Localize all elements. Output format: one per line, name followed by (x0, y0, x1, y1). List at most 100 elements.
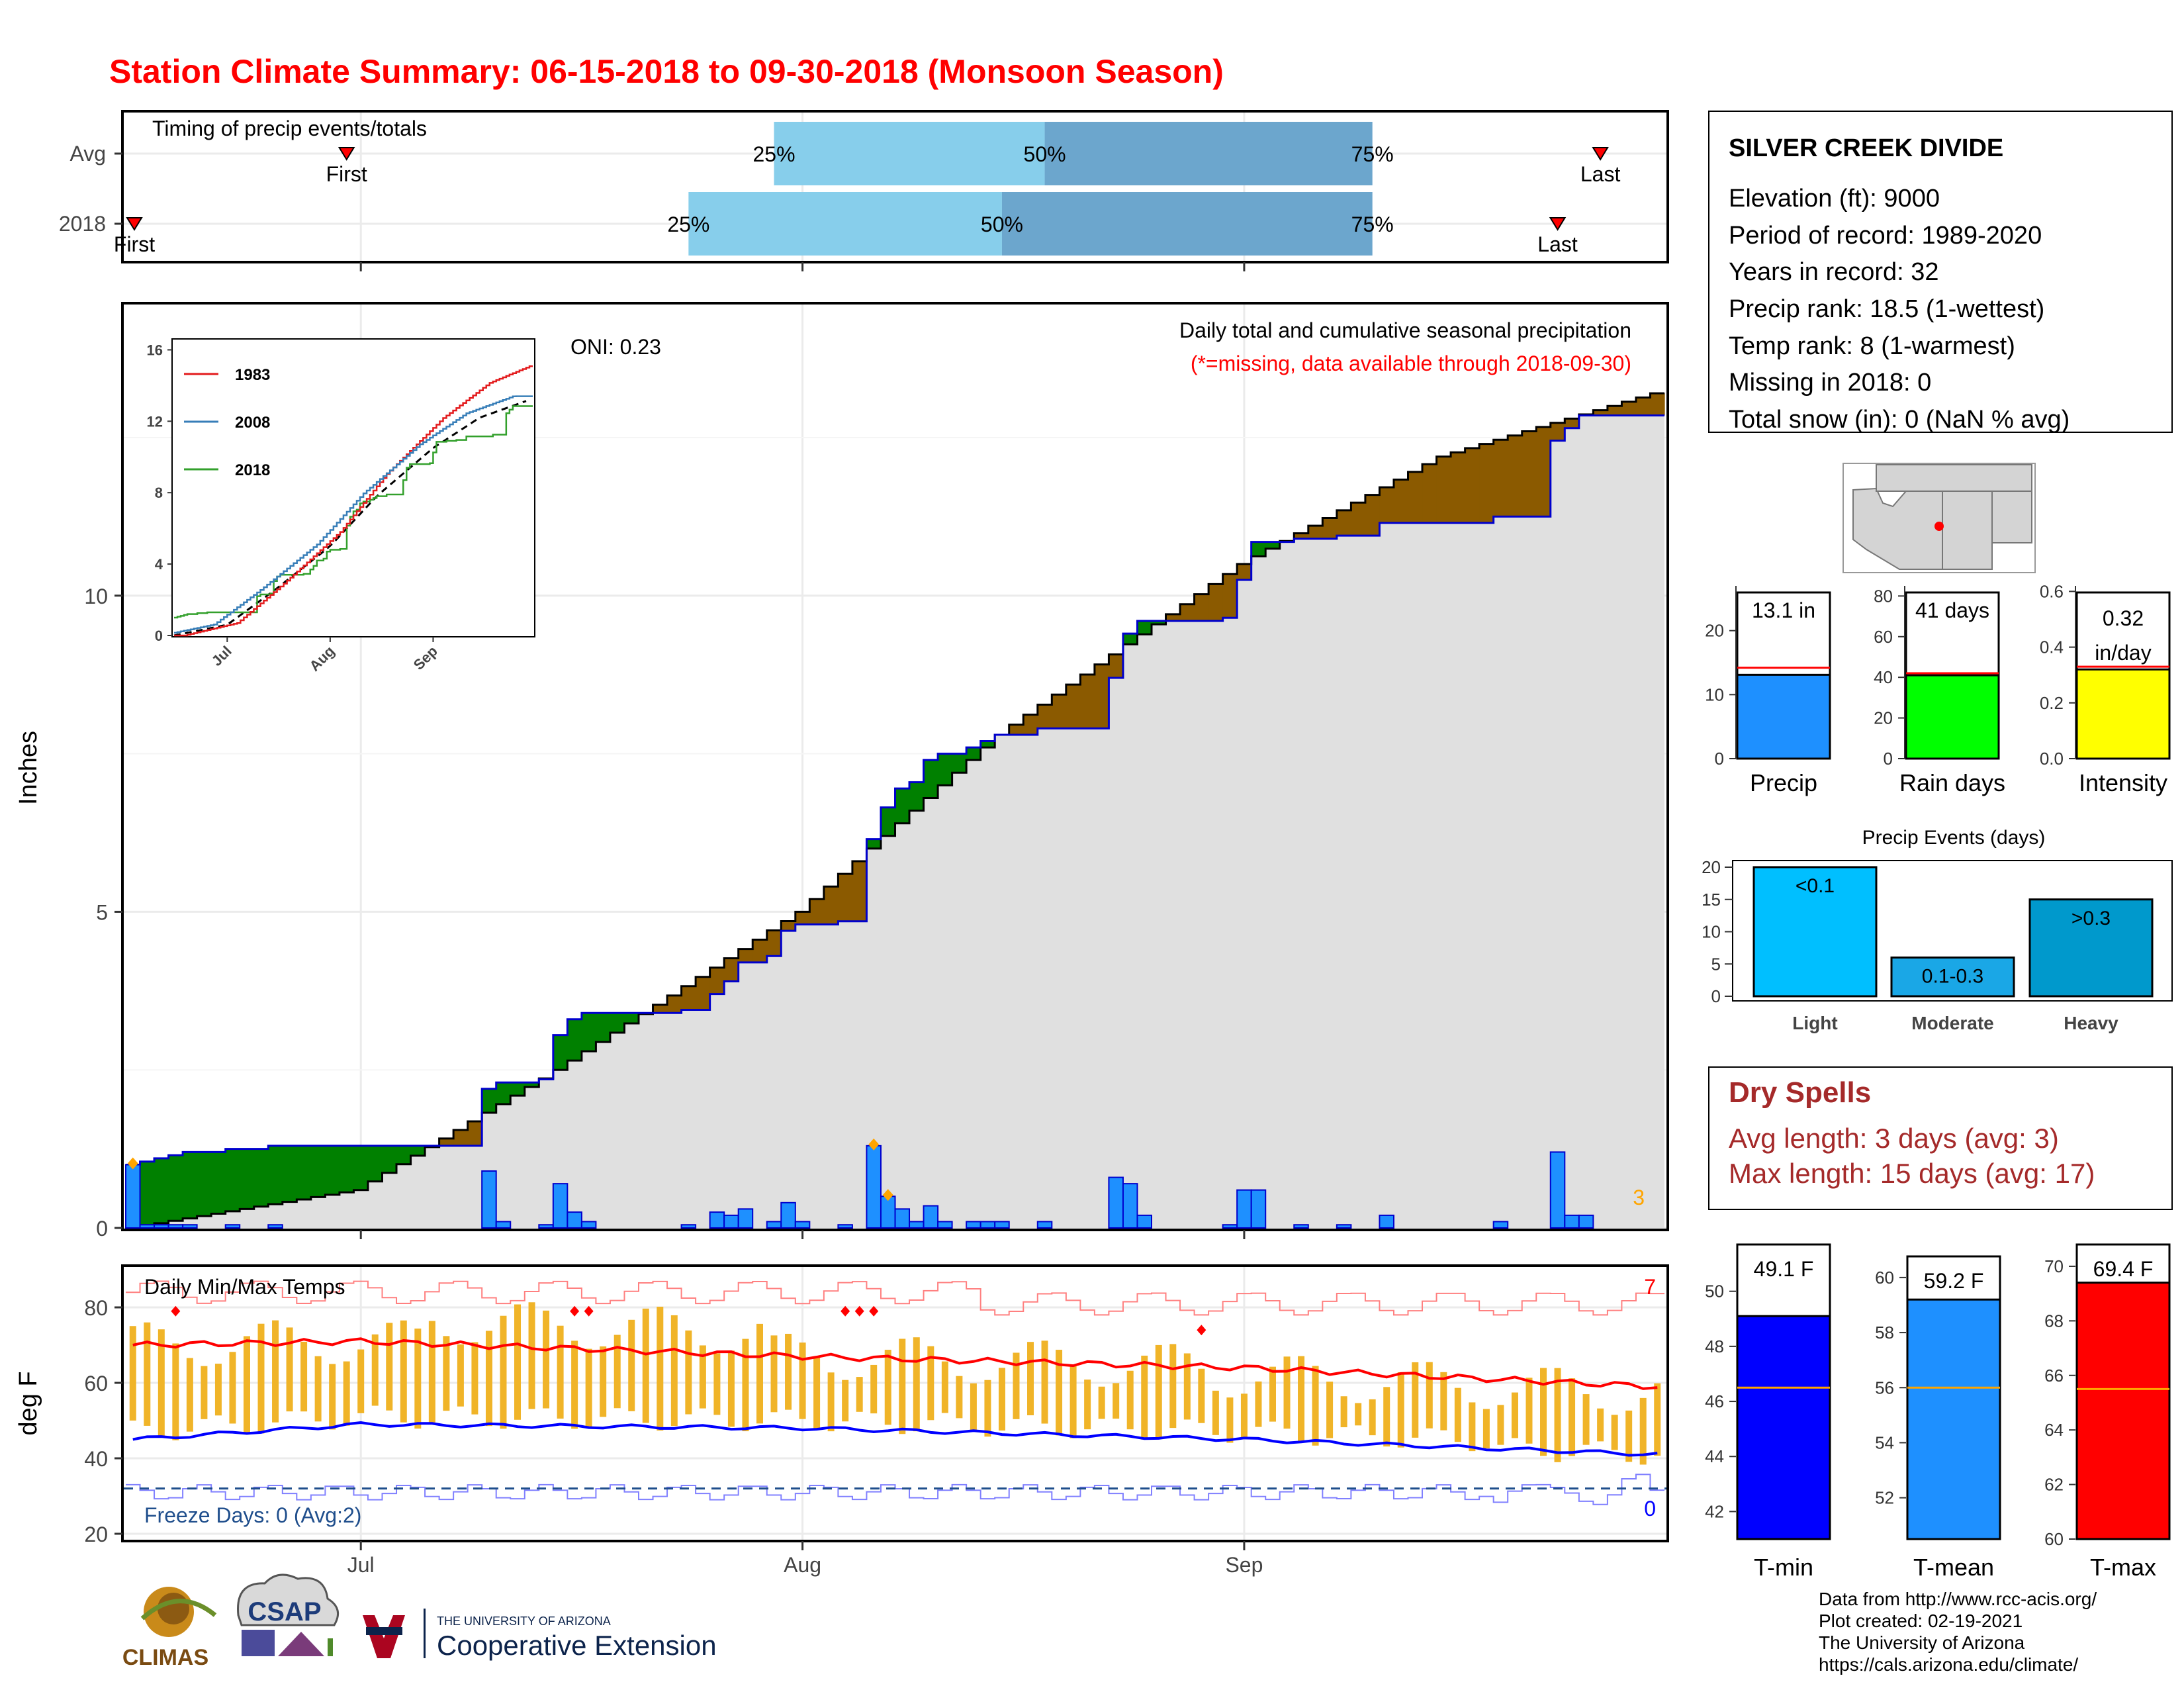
daily-temp-bar (414, 1329, 422, 1429)
below-average-fill (1351, 502, 1366, 536)
summary-bar-ytick-label: 10 (1705, 684, 1724, 704)
month-label: Aug (784, 1553, 821, 1577)
temp-panel: deg F 20 40 60 80 Daily Min/Max Temps 7 Fre… (15, 1264, 1669, 1546)
temp-bar-name: T-mean (1913, 1554, 1994, 1581)
temp-bar-ytick-label: 62 (2044, 1475, 2064, 1495)
above-average-fill (1137, 621, 1152, 635)
last-event-label: Last (1580, 162, 1621, 186)
temp-bar-name: T-max (2090, 1554, 2156, 1581)
event-bar-label: >0.3 (2071, 908, 2111, 929)
summary-bar-ytick-label: 20 (1705, 621, 1724, 641)
above-average-fill (396, 1145, 412, 1164)
new-mexico-shape (1942, 491, 1993, 570)
daily-temp-bar (1511, 1392, 1518, 1438)
daily-temp-bar (528, 1302, 535, 1409)
dry-spells-max: Max length: 15 days (avg: 17) (1729, 1158, 2095, 1189)
last-event-label: Last (1537, 232, 1578, 256)
below-average-fill (1208, 584, 1224, 622)
record-temp-marker (841, 1305, 850, 1317)
above-average-fill (624, 1013, 639, 1023)
daily-temp-bar (1540, 1368, 1547, 1456)
daily-temp-bar (1569, 1378, 1576, 1456)
above-average-fill (211, 1152, 226, 1214)
daily-temp-bar (1013, 1352, 1020, 1419)
daily-temp-bar (329, 1364, 336, 1430)
daily-precip-bar (125, 1164, 141, 1229)
above-average-fill (367, 1145, 383, 1182)
below-average-fill (1422, 464, 1437, 523)
below-average-fill (766, 930, 782, 957)
above-average-fill (382, 1145, 397, 1173)
daily-precip-bar (1136, 1214, 1152, 1229)
climas-logo[interactable]: CLIMAS (122, 1587, 217, 1670)
daily-temp-bar (443, 1336, 450, 1411)
temp-bar-ytick-label: 56 (1875, 1378, 1894, 1397)
daily-temp-bar (1141, 1355, 1148, 1440)
daily-temp-bar (1412, 1362, 1419, 1438)
freeze-label: Freeze Days: 0 (Avg:2) (144, 1503, 361, 1527)
below-average-fill (724, 958, 739, 982)
temp-bar-ytick-label: 46 (1705, 1391, 1724, 1411)
daily-temp-bar (1369, 1399, 1376, 1436)
below-average-fill (809, 899, 825, 925)
above-average-fill (268, 1145, 283, 1205)
daily-precip-bar (723, 1214, 739, 1229)
inset-ytick-label: 8 (155, 485, 163, 501)
below-average-fill (439, 1138, 454, 1146)
daily-temp-bar (386, 1323, 393, 1411)
daily-precip-bar (866, 1145, 882, 1229)
precip-ytick-label: 10 (84, 585, 108, 608)
footer-credits: Data from http://www.rcc-acis.org/ Plot … (1819, 1589, 2097, 1675)
daily-temp-bar (1041, 1340, 1048, 1424)
below-average-fill (738, 949, 753, 962)
station-name: SILVER CREEK DIVIDE (1729, 134, 2003, 162)
daily-temp-bar (799, 1342, 806, 1419)
daily-temp-bar (614, 1335, 621, 1409)
below-average-fill (1222, 574, 1238, 618)
below-average-fill (1436, 456, 1451, 523)
ua-cooperative-extension-logo[interactable]: THE UNIVERSITY OF ARIZONA Cooperative Ex… (363, 1609, 717, 1661)
record-day-marker (868, 1138, 880, 1150)
inset-2008-line (174, 395, 533, 634)
daily-temp-bar (1312, 1366, 1319, 1446)
inset-ytick-label: 16 (147, 342, 163, 358)
below-average-fill (1508, 435, 1523, 517)
dry-spells-box: Dry Spells Avg length: 3 days (avg: 3) M… (1708, 1066, 2173, 1210)
daily-temp-bar (314, 1356, 322, 1422)
below-average-fill (795, 912, 810, 925)
daily-temp-bar (913, 1337, 920, 1432)
daily-temp-bar (158, 1329, 165, 1437)
record-high-line (126, 1280, 1664, 1316)
below-average-fill (1294, 533, 1309, 539)
daily-temp-bar (1440, 1372, 1447, 1430)
temp-bar-ytick-label: 66 (2044, 1366, 2064, 1385)
daily-temp-bar (1582, 1394, 1590, 1445)
summary-bar-ytick-label: 20 (1874, 708, 1893, 728)
daily-temp-bar (286, 1327, 293, 1412)
csap-logo[interactable]: CSAP (237, 1573, 340, 1656)
first-event-label: First (326, 162, 367, 186)
below-average-fill (852, 861, 868, 921)
summary-bar-value (1905, 674, 2000, 760)
timing-q50-label: 50% (1024, 142, 1066, 166)
record-temp-marker (570, 1305, 580, 1317)
summary-bar-name: Precip (1750, 769, 1817, 796)
above-average-fill (909, 782, 925, 811)
below-average-fill (1066, 684, 1081, 729)
above-average-fill (895, 788, 910, 823)
daily-temp-bar (970, 1383, 977, 1430)
above-average-fill (410, 1145, 426, 1156)
below-average-fill (1451, 452, 1466, 523)
above-average-fill (610, 1013, 625, 1033)
below-average-fill (1194, 594, 1209, 622)
daily-temp-bar (756, 1323, 763, 1424)
ua-small-text: THE UNIVERSITY OF ARIZONA (437, 1615, 611, 1628)
daily-temp-bar (1397, 1372, 1404, 1448)
daily-temp-bar (842, 1380, 849, 1422)
above-average-fill (197, 1152, 212, 1217)
inset-ytick-label: 4 (155, 556, 163, 573)
event-bar-label: <0.1 (1796, 875, 1835, 897)
dry-spells-title: Dry Spells (1729, 1076, 1871, 1109)
above-average-fill (482, 1088, 497, 1113)
event-category-label: Heavy (2064, 1013, 2118, 1033)
